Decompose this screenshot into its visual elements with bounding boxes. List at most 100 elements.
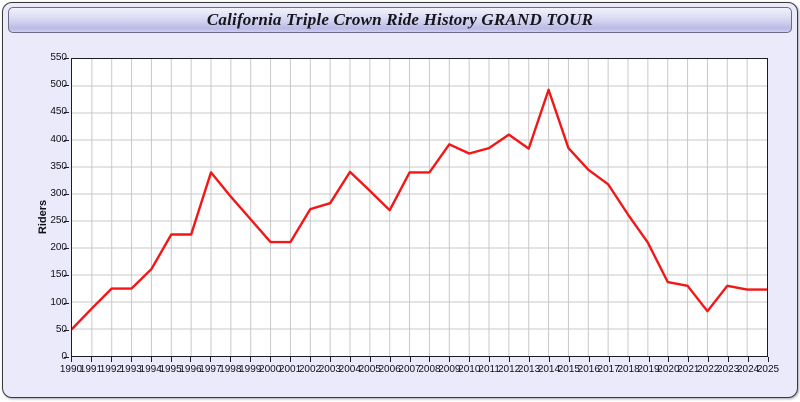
x-tick-mark [728, 357, 730, 362]
y-tick-label: 400 [50, 133, 67, 145]
x-tick-label: 1991 [79, 364, 103, 375]
x-tick-mark [349, 357, 351, 362]
x-tick-label: 1998 [219, 364, 242, 375]
x-tick-label: 2017 [597, 364, 620, 375]
y-tick-label: 50 [55, 323, 67, 335]
x-tick-label: 2022 [697, 364, 720, 375]
x-tick-mark [170, 357, 172, 362]
x-tick-label: 2007 [398, 364, 421, 375]
y-tick-mark [64, 357, 69, 358]
y-tick-mark [64, 329, 69, 331]
x-tick-mark [529, 357, 531, 362]
series-line [72, 88, 767, 331]
x-tick-mark [130, 357, 132, 362]
x-tick-mark [509, 357, 511, 362]
x-axis-ticks: 1990 1991 1992 1993 1994 1995 1996 1997 1998 1999… [3, 357, 797, 397]
x-tick-mark [389, 357, 391, 362]
y-tick-mark [64, 193, 69, 195]
x-tick-mark [748, 357, 750, 362]
x-tick-mark [329, 357, 331, 362]
x-tick-mark [489, 357, 491, 362]
x-tick-label: 1990 [59, 364, 83, 375]
x-tick-mark [210, 357, 212, 362]
x-tick-mark [449, 357, 451, 362]
y-tick-mark [64, 302, 69, 304]
x-tick-label: 2004 [338, 364, 361, 375]
x-tick-label: 2015 [557, 364, 580, 375]
x-tick-mark [568, 357, 570, 362]
x-tick-label: 1993 [119, 364, 142, 375]
x-tick-mark [90, 357, 92, 362]
x-tick-mark [708, 357, 710, 362]
x-tick-mark [688, 357, 690, 362]
x-tick-mark [250, 357, 252, 362]
plot-shell: Riders 050100150200250300350400450500550… [3, 37, 797, 397]
x-tick-label: 1999 [239, 364, 262, 375]
y-tick-label: 250 [50, 215, 67, 227]
x-tick-label: 2002 [298, 364, 322, 375]
y-tick-mark [64, 58, 69, 59]
grid-lines [72, 59, 767, 356]
y-tick-label: 300 [50, 187, 67, 199]
series-riders [72, 88, 767, 331]
y-tick-mark [64, 85, 69, 87]
y-tick-mark [64, 275, 69, 277]
x-tick-label: 2016 [577, 364, 600, 375]
x-tick-label: 1992 [99, 364, 122, 375]
x-tick-mark [668, 357, 670, 362]
x-tick-label: 2006 [378, 364, 401, 375]
x-tick-mark [369, 357, 371, 362]
x-tick-mark [548, 357, 550, 362]
y-tick-label: 450 [50, 106, 67, 118]
y-tick-mark [64, 112, 69, 114]
plot-area [71, 58, 768, 357]
y-tick-mark [64, 166, 69, 168]
x-tick-mark [110, 357, 112, 362]
x-tick-label: 2024 [736, 364, 760, 375]
x-tick-label: 2009 [438, 364, 461, 375]
y-tick-label: 500 [50, 79, 67, 91]
x-tick-mark [270, 357, 272, 362]
x-tick-label: 1995 [159, 364, 182, 375]
x-tick-label: 2012 [497, 364, 521, 375]
x-tick-label: 1994 [139, 364, 162, 375]
page-title: California Triple Crown Ride History GRA… [206, 10, 594, 29]
x-tick-label: 1996 [179, 364, 202, 375]
y-tick-mark [64, 248, 69, 250]
chart-title-bar: California Triple Crown Ride History GRA… [8, 7, 792, 33]
y-tick-label: 350 [50, 160, 67, 172]
x-tick-mark [409, 357, 411, 362]
x-tick-label: 2021 [677, 364, 700, 375]
x-tick-label: 2011 [478, 364, 500, 375]
x-tick-label: 2019 [637, 364, 660, 375]
x-tick-mark [190, 357, 192, 362]
x-tick-label: 1997 [199, 364, 222, 375]
x-tick-mark [588, 357, 590, 362]
y-tick-label: 550 [50, 52, 67, 63]
x-tick-label: 2008 [418, 364, 441, 375]
x-tick-mark [290, 357, 292, 362]
x-tick-label: 2023 [717, 364, 740, 375]
x-tick-mark [768, 357, 769, 362]
y-tick-label: 0 [27, 352, 67, 362]
x-tick-mark [648, 357, 650, 362]
x-tick-mark [608, 357, 610, 362]
y-tick-label: 100 [50, 296, 67, 308]
x-tick-label: 2020 [657, 364, 680, 375]
x-tick-label: 2001 [278, 364, 302, 375]
y-tick-mark [64, 139, 69, 141]
y-tick-label: 200 [50, 242, 67, 254]
x-tick-label: 2018 [617, 364, 640, 375]
x-tick-label: 2025 [756, 364, 780, 375]
y-tick-mark [64, 221, 69, 223]
x-tick-label: 2013 [517, 364, 541, 375]
y-axis-tick-labels: 0 50 100 150 200 250 300 350 400 450 500 550 [23, 37, 67, 397]
y-tick-label: 150 [50, 269, 67, 281]
x-tick-mark [230, 357, 232, 362]
x-tick-mark [429, 357, 431, 362]
x-tick-mark [309, 357, 311, 362]
x-tick-mark [628, 357, 630, 362]
x-tick-mark [71, 357, 72, 362]
y-axis-tick-marks [3, 37, 797, 397]
